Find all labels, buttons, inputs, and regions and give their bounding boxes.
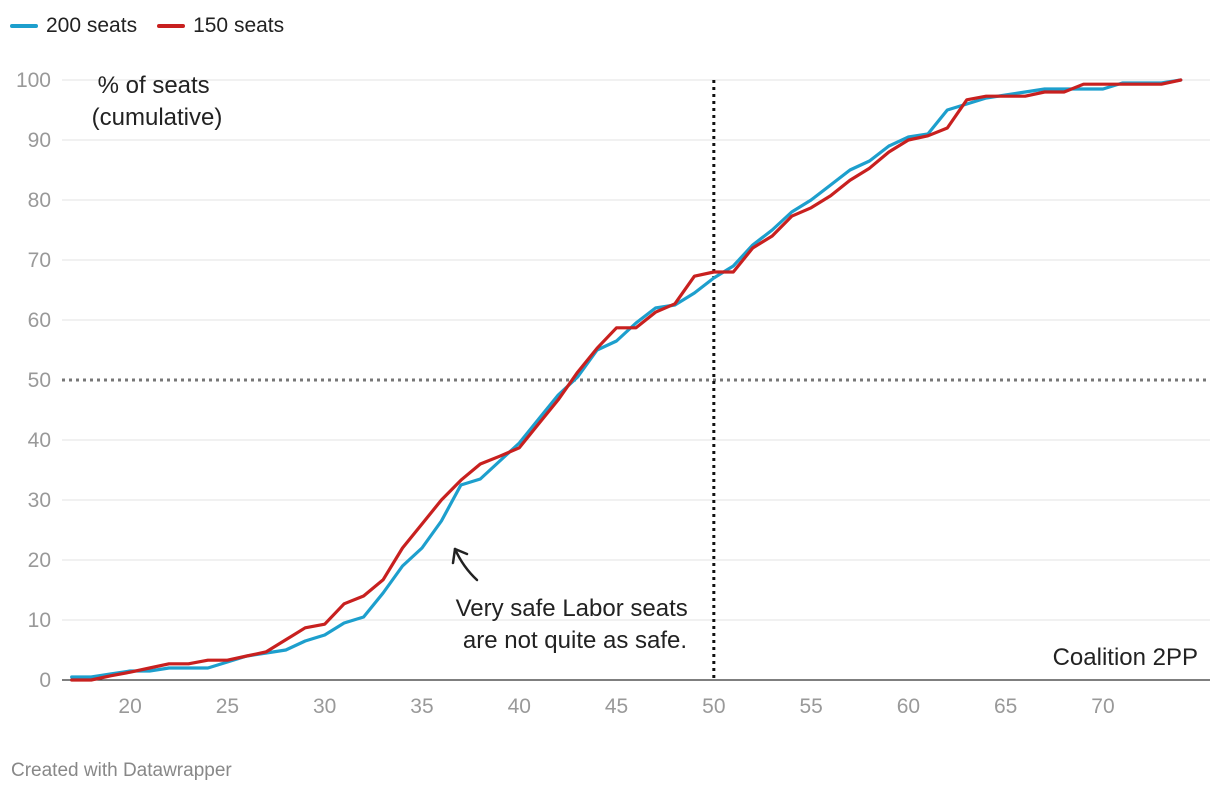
y-tick-label: 50 (28, 369, 51, 392)
y-tick-label: 60 (28, 309, 51, 332)
grid-lines (62, 79, 1210, 681)
y-axis-title-line-2: (cumulative) (92, 104, 223, 131)
y-axis-ticks: 0 10 20 30 40 50 60 70 80 90 100 (16, 69, 51, 692)
x-tick-label: 55 (799, 695, 822, 718)
credit-text: Created with Datawrapper (11, 760, 232, 781)
y-tick-label: 40 (28, 429, 51, 452)
y-tick-label: 100 (16, 69, 51, 92)
y-axis-title: % of seats (cumulative) (92, 72, 223, 131)
legend-label-200-seats: 200 seats (46, 14, 138, 37)
series-line-150-seats[interactable] (70, 78, 1183, 682)
x-tick-label: 60 (897, 695, 920, 718)
y-axis-title-line-1: % of seats (98, 72, 210, 99)
annotation-text: Very safe Labor seats are not quite as s… (456, 595, 695, 654)
legend-swatch-150-seats (157, 24, 186, 28)
y-tick-label: 90 (28, 129, 51, 152)
annotation-arrow (451, 547, 479, 582)
y-tick-label: 0 (39, 669, 51, 692)
legend-label-150-seats: 150 seats (193, 14, 285, 37)
legend-swatch-200-seats (10, 24, 38, 28)
annotation-line-1: Very safe Labor seats (456, 595, 688, 622)
legend-item-200-seats[interactable]: 200 seats (10, 14, 137, 38)
x-tick-label: 35 (410, 695, 433, 718)
annotation-line-2: are not quite as safe. (463, 627, 687, 654)
x-tick-label: 45 (605, 695, 628, 718)
y-tick-label: 80 (28, 189, 51, 212)
x-tick-label: 25 (216, 695, 239, 718)
y-tick-label: 70 (28, 249, 51, 272)
y-tick-label: 30 (28, 489, 51, 512)
chart-legend: 200 seats 150 seats (10, 14, 284, 38)
x-tick-label: 20 (118, 695, 141, 718)
reference-lines (62, 80, 1210, 680)
legend-item-150-seats[interactable]: 150 seats (157, 14, 284, 38)
y-tick-label: 10 (28, 609, 51, 632)
y-tick-label: 20 (28, 549, 51, 572)
series-lines (70, 78, 1183, 682)
x-tick-label: 65 (994, 695, 1017, 718)
x-axis-ticks: 20 25 30 35 40 45 50 55 60 65 70 (118, 695, 1114, 718)
x-tick-label: 70 (1091, 695, 1114, 718)
x-tick-label: 30 (313, 695, 336, 718)
x-axis-title: Coalition 2PP (1053, 644, 1198, 671)
x-tick-label: 40 (508, 695, 531, 718)
x-tick-label: 50 (702, 695, 725, 718)
